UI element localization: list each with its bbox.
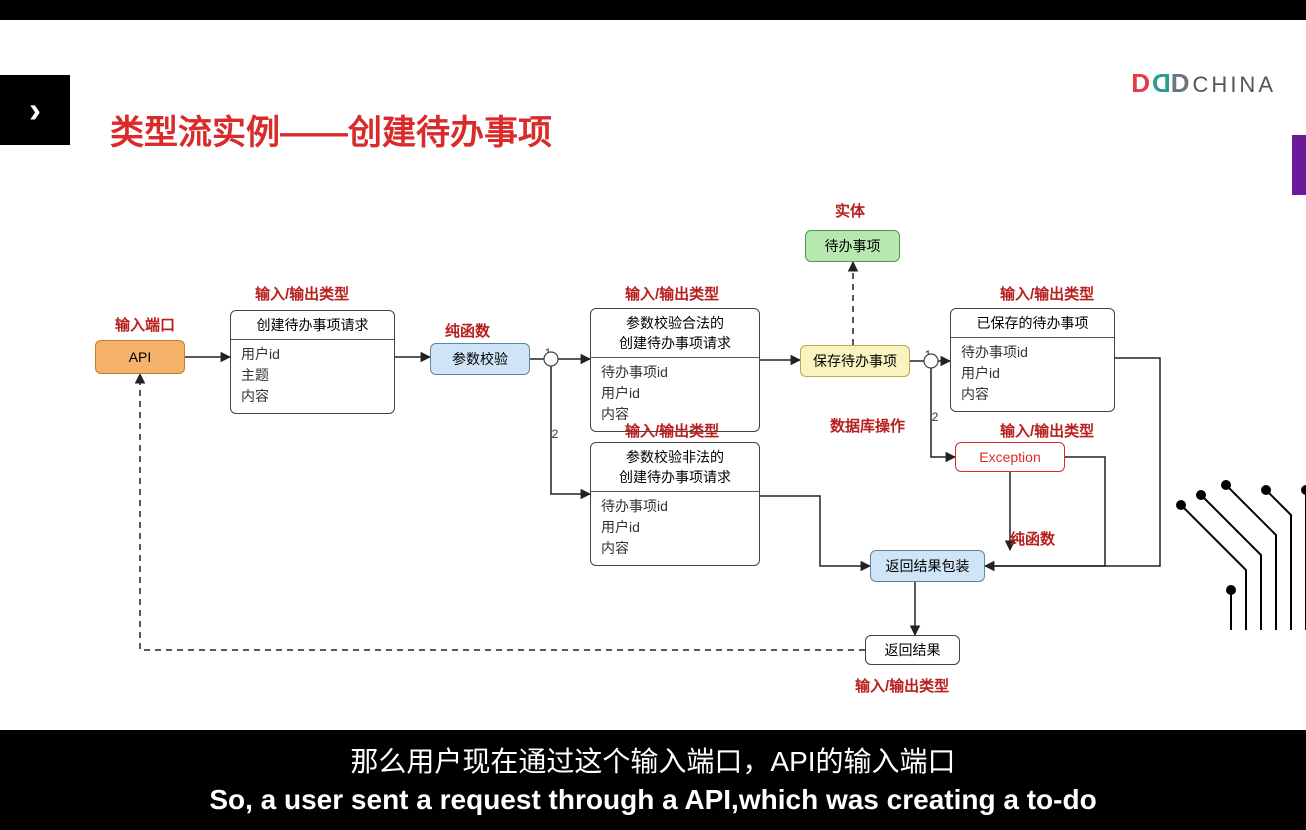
next-slide-button[interactable]: ›: [0, 75, 70, 145]
circuit-decor-icon: [1106, 460, 1306, 630]
diagram-label-db_op: 数据库操作: [830, 415, 905, 436]
logo: DDDCHINA: [1131, 68, 1276, 99]
subtitle-cn: 那么用户现在通过这个输入端口，API的输入端口: [0, 740, 1306, 780]
diagram-label-exc_type: 输入/输出类型: [1000, 420, 1094, 441]
logo-china: CHINA: [1193, 72, 1276, 97]
subtitle-en: So, a user sent a request through a API,…: [0, 784, 1306, 816]
logo-d3: D: [1171, 68, 1191, 98]
chevron-right-icon: ›: [29, 89, 41, 131]
diagram-label-pure_fn1: 纯函数: [445, 320, 490, 341]
diagram-canvas: 1212 API创建待办事项请求用户id主题内容参数校验参数校验合法的创建待办事…: [0, 170, 1306, 730]
logo-d1: D: [1131, 68, 1151, 98]
labels-layer: 输入端口输入/输出类型纯函数输入/输出类型输入/输出类型实体数据库操作输入/输出…: [0, 170, 1306, 730]
diagram-label-pure_fn2: 纯函数: [1010, 528, 1055, 549]
top-bar: [0, 0, 1306, 20]
diagram-label-api_port: 输入端口: [115, 314, 175, 335]
subtitle-bar: 那么用户现在通过这个输入端口，API的输入端口 So, a user sent …: [0, 730, 1306, 830]
diagram-label-req_type: 输入/输出类型: [255, 283, 349, 304]
slide: › DDDCHINA 类型流实例——创建待办事项 1212 API创建待办事项请…: [0, 20, 1306, 730]
diagram-label-invalid_type: 输入/输出类型: [625, 420, 719, 441]
diagram-label-entity: 实体: [835, 200, 865, 221]
diagram-label-saved_type: 输入/输出类型: [1000, 283, 1094, 304]
diagram-label-valid_type: 输入/输出类型: [625, 283, 719, 304]
diagram-label-result_type: 输入/输出类型: [855, 675, 949, 696]
logo-d2: D: [1151, 68, 1171, 99]
page-title: 类型流实例——创建待办事项: [110, 105, 552, 154]
